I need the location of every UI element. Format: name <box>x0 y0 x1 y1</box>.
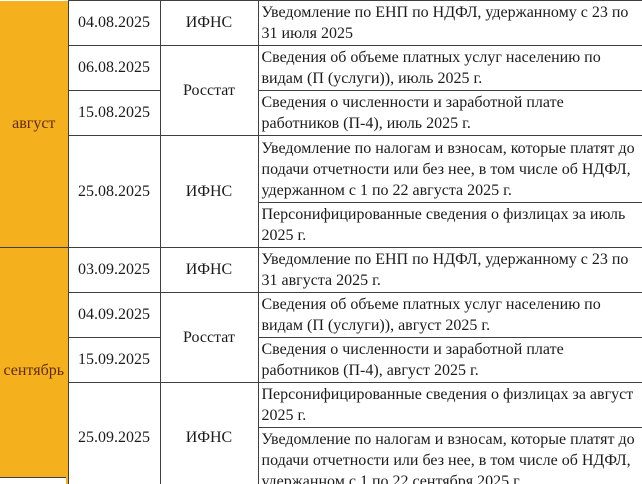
table-row: август 04.08.2025 ИФНС Уведомление по ЕН… <box>0 0 642 248</box>
agency-cell: ИФНС <box>159 382 259 484</box>
agency-cell: Росстат <box>159 45 259 136</box>
table-row: 15.08.2025 Сведения о численности и зара… <box>0 90 642 136</box>
report-cell: Сведения о численности и заработной плат… <box>257 90 642 136</box>
report-cell: Уведомление по налогам и взносам, которы… <box>257 135 642 203</box>
agency-cell: ИФНС <box>159 0 259 46</box>
date-cell: 25.08.2025 <box>67 135 161 248</box>
date-cell: 03.09.2025 <box>67 247 161 293</box>
report-cell: Персонифицированные сведения о физлицах … <box>257 382 642 428</box>
report-cell: Сведения об объеме платных услуг населен… <box>257 45 642 91</box>
report-cell: Сведения об объеме платных услуг населен… <box>257 292 642 338</box>
report-cell: Сведения о численности и заработной плат… <box>257 337 642 383</box>
agency-cell: ИФНС <box>159 247 259 293</box>
date-cell: 15.08.2025 <box>67 90 161 136</box>
date-cell: 25.09.2025 <box>67 382 161 484</box>
month-cell-august: август <box>0 0 69 248</box>
date-cell: 15.09.2025 <box>67 337 161 383</box>
table-row: сентябрь 03.09.2025 ИФНС Уведомление по … <box>0 247 642 484</box>
agency-cell: Росстат <box>159 292 259 383</box>
agency-cell: ИФНС <box>159 135 259 248</box>
table-row: 06.08.2025 Росстат Сведения об объеме пл… <box>0 45 642 136</box>
table-row: Персонифицированные сведения о физлицах … <box>0 202 642 248</box>
table-row: 25.09.2025 ИФНС Персонифицированные свед… <box>0 382 642 484</box>
table-row: 25.08.2025 ИФНС Уведомление по налогам и… <box>0 135 642 248</box>
date-cell: 06.08.2025 <box>67 45 161 91</box>
report-cell: Уведомление по ЕНП по НДФЛ, удержанному … <box>257 0 642 46</box>
table-row: 04.09.2025 Росстат Сведения об объеме пл… <box>0 292 642 383</box>
date-cell: 04.08.2025 <box>67 0 161 46</box>
report-cell: Уведомление по ЕНП по НДФЛ, удержанному … <box>257 247 642 293</box>
cropped-next-row-edge <box>0 477 66 484</box>
month-cell-september: сентябрь <box>0 247 69 484</box>
report-cell: Персонифицированные сведения о физлицах … <box>257 202 642 248</box>
date-cell: 04.09.2025 <box>67 292 161 338</box>
report-cell: Уведомление по налогам и взносам, которы… <box>257 427 642 484</box>
table-row: 15.09.2025 Сведения о численности и зара… <box>0 337 642 383</box>
table-row: Уведомление по налогам и взносам, которы… <box>0 427 642 484</box>
